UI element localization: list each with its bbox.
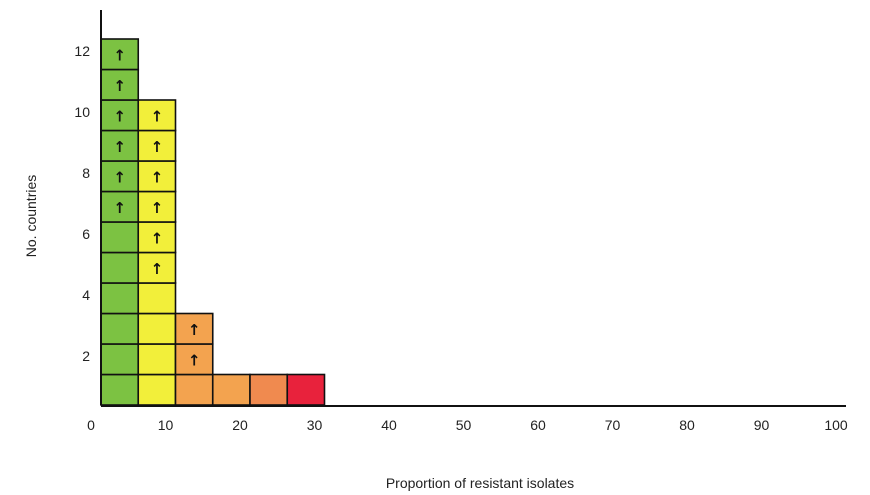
histogram-cell-bin-2-row-2: [174, 343, 214, 376]
up-arrow-icon: ↑: [188, 351, 201, 369]
up-arrow-icon: ↑: [113, 199, 126, 217]
up-arrow-icon: ↑: [188, 321, 201, 339]
histogram-cell-bin-2-row-3: [174, 312, 214, 345]
histogram-cell-bin-0-row-1: [100, 373, 140, 406]
histogram-cell-bin-0-row-5: [100, 251, 140, 284]
histogram-cell-bin-0-row-8: [100, 160, 140, 193]
histogram-cell-bin-1-row-10: [137, 99, 177, 132]
histogram-cell-bin-1-row-5: [137, 251, 177, 284]
histogram-cell-bin-3-row-1: [211, 373, 251, 406]
up-arrow-icon: ↑: [151, 260, 164, 278]
x-tick-label: 80: [679, 417, 695, 433]
y-tick-label: 6: [82, 226, 90, 242]
up-arrow-icon: ↑: [151, 107, 164, 125]
y-axis-title: No. countries: [23, 175, 39, 257]
y-tick-label: 10: [74, 104, 90, 120]
y-tick-labels: 2 4 6 8 10 12: [74, 43, 90, 364]
histogram-cell-bin-1-row-3: [137, 312, 177, 345]
histogram-cell-bin-1-row-9: [137, 129, 177, 162]
x-tick-label: 60: [530, 417, 546, 433]
x-tick-label: 40: [381, 417, 397, 433]
x-axis-title: Proportion of resistant isolates: [386, 475, 574, 491]
histogram-cell-bin-1-row-7: [137, 190, 177, 223]
x-tick-label: 90: [754, 417, 770, 433]
up-arrow-icon: ↑: [113, 77, 126, 95]
y-tick-label: 4: [82, 287, 90, 303]
up-arrow-icon: ↑: [151, 199, 164, 217]
up-arrow-icon: ↑: [113, 168, 126, 186]
histogram-cell-bin-1-row-2: [137, 343, 177, 376]
up-arrow-icon: ↑: [151, 229, 164, 247]
histogram-cell-bin-5-row-1: [286, 373, 326, 406]
histogram-cell-bin-0-row-4: [100, 282, 140, 315]
y-tick-label: 2: [82, 348, 90, 364]
x-tick-label: 20: [232, 417, 248, 433]
x-tick-label: 70: [605, 417, 621, 433]
up-arrow-icon: ↑: [113, 107, 126, 125]
histogram-bars: ↑ ↑ ↑ ↑ ↑ ↑ ↑ ↑ ↑ ↑ ↑ ↑ ↑ ↑: [100, 38, 326, 406]
histogram-cell-bin-1-row-1: [137, 373, 177, 406]
y-tick-label: 8: [82, 165, 90, 181]
histogram-cell-bin-2-row-1: [174, 373, 214, 406]
up-arrow-icon: ↑: [113, 46, 126, 64]
up-arrow-icon: ↑: [113, 138, 126, 156]
x-tick-labels: 0 10 20 30 40 50 60 70 80 90 100: [87, 417, 848, 433]
y-tick-label: 12: [74, 43, 90, 59]
histogram-cell-bin-0-row-3: [100, 312, 140, 345]
x-tick-label: 10: [158, 417, 174, 433]
histogram-cell-bin-0-row-6: [100, 221, 140, 254]
x-tick-label: 0: [87, 417, 95, 433]
x-tick-label: 50: [456, 417, 472, 433]
histogram-cell-bin-1-row-6: [137, 221, 177, 254]
x-tick-label: 30: [307, 417, 323, 433]
x-tick-label: 100: [824, 417, 848, 433]
histogram-cell-bin-4-row-1: [249, 373, 289, 406]
histogram-cell-bin-1-row-8: [137, 160, 177, 193]
up-arrow-icon: ↑: [151, 168, 164, 186]
up-arrow-icon: ↑: [151, 138, 164, 156]
histogram-cell-bin-0-row-2: [100, 343, 140, 376]
histogram-cell-bin-1-row-4: [137, 282, 177, 315]
